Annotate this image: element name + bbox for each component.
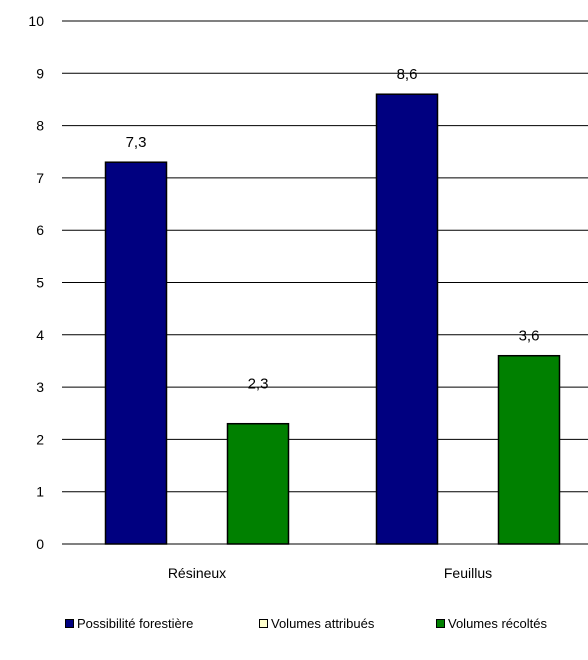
- legend-swatch: [65, 619, 74, 628]
- y-tick-label: 6: [36, 222, 44, 238]
- legend: Possibilité forestière Volumes attribués V…: [65, 616, 585, 636]
- bar-possibilité-forestière-0: [104, 161, 168, 545]
- bar-possibilité-forestière-1: [375, 93, 439, 545]
- y-tick-label: 3: [36, 379, 44, 395]
- bar-volumes-récoltés-0: [226, 422, 290, 545]
- y-tick-label: 4: [36, 327, 44, 343]
- data-label: 3,6: [519, 328, 540, 345]
- data-label: 8,6: [397, 66, 418, 83]
- legend-item: Volumes récoltés: [436, 616, 547, 631]
- legend-item: Possibilité forestière: [65, 616, 193, 631]
- y-tick-label: 1: [36, 484, 44, 500]
- legend-swatch: [436, 619, 445, 628]
- y-axis-ticks: 0 1 2 3 4 5 6 7 8 9 10: [28, 13, 44, 552]
- y-tick-label: 0: [36, 536, 44, 552]
- y-tick-label: 5: [36, 275, 44, 291]
- category-label: Feuillus: [444, 565, 492, 581]
- bars: [104, 93, 561, 545]
- y-tick-label: 9: [36, 65, 44, 81]
- data-labels: 7,3 2,3 8,6 3,6: [126, 66, 540, 392]
- y-tick-label: 8: [36, 118, 44, 134]
- legend-label: Possibilité forestière: [77, 616, 194, 631]
- y-tick-label: 2: [36, 431, 44, 447]
- legend-label: Volumes attribués: [271, 616, 375, 631]
- legend-item: Volumes attribués: [259, 616, 374, 631]
- data-label: 2,3: [248, 376, 269, 393]
- x-axis-categories: Résineux Feuillus: [168, 565, 492, 581]
- legend-swatch: [259, 619, 268, 628]
- y-tick-label: 10: [28, 13, 44, 29]
- data-label: 7,3: [126, 134, 147, 151]
- legend-label: Volumes récoltés: [448, 616, 547, 631]
- bar-volumes-récoltés-1: [497, 354, 561, 545]
- bar-chart: 0 1 2 3 4 5 6 7 8 9 10 7,3 2,3 8,6 3,6 Résineux Feuill…: [28, 13, 588, 581]
- category-label: Résineux: [168, 565, 226, 581]
- y-tick-label: 7: [36, 170, 44, 186]
